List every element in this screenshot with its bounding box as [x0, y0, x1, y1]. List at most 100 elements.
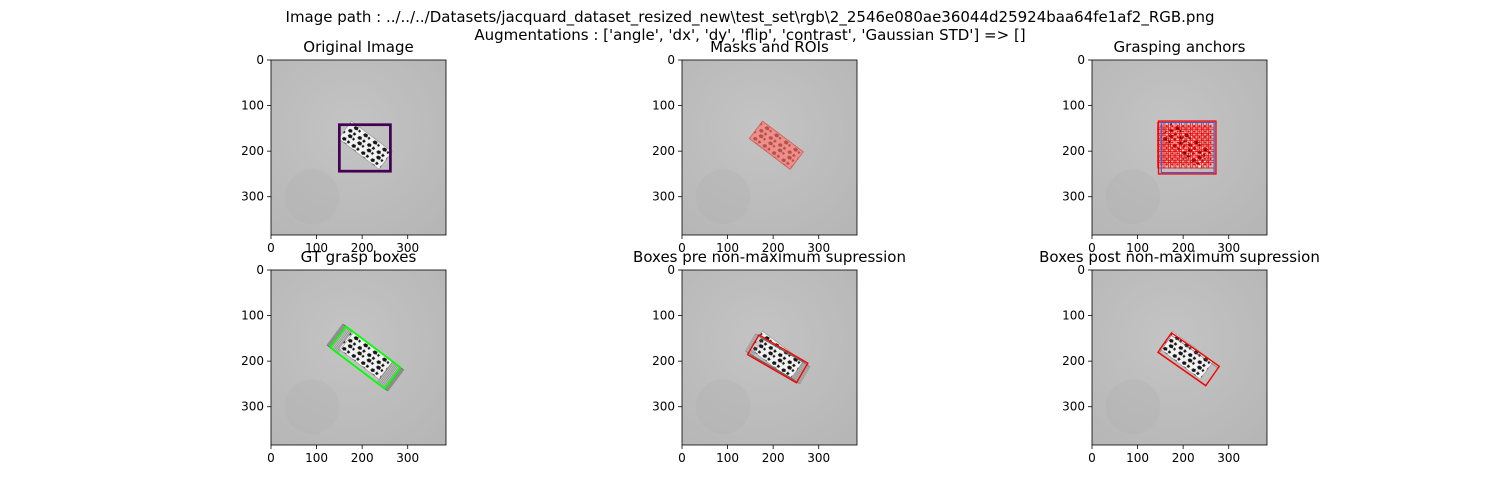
- anchor-grid: [1157, 120, 1217, 175]
- anchor-center: [1176, 141, 1179, 144]
- anchor-box: [1201, 127, 1210, 136]
- anchor-center: [1192, 146, 1196, 150]
- panel-gt-grasp-boxes: GT grasp boxes 0 0 100 100 200 200 300 300: [241, 248, 447, 465]
- anchor-center: [1165, 157, 1168, 160]
- anchor-center: [1171, 163, 1174, 166]
- anchor-center: [1165, 152, 1168, 155]
- anchor-center: [1203, 152, 1207, 155]
- panel-title: Grasping anchors: [1114, 38, 1246, 56]
- anchor-center: [1182, 141, 1185, 144]
- x-tick-label: 0: [1088, 451, 1096, 465]
- anchor-box: [1168, 143, 1177, 152]
- x-tick-label: 0: [1088, 241, 1096, 255]
- anchor-box: [1190, 143, 1199, 152]
- x-tick-label: 200: [1172, 241, 1195, 255]
- panel-image: [682, 270, 857, 445]
- x-tick-label: 0: [267, 241, 275, 255]
- anchor-center: [1209, 141, 1212, 144]
- panel-image: [271, 270, 446, 445]
- anchor-center: [1171, 130, 1174, 133]
- anchor-center: [1198, 124, 1201, 128]
- anchor-center: [1198, 152, 1201, 155]
- anchor-box: [1184, 138, 1193, 147]
- anchor-box: [1195, 133, 1204, 142]
- axes-frame: [1091, 269, 1268, 446]
- panel-original-image: Original Image 0 0 100 100 200 200 300 300: [241, 38, 447, 255]
- anchor-center: [1182, 163, 1185, 166]
- anchor-center: [1187, 163, 1190, 166]
- panel-title: GT grasp boxes: [301, 248, 417, 266]
- anchor-box: [1190, 127, 1199, 136]
- x-tick-label: 100: [305, 241, 328, 255]
- anchor-center: [1171, 157, 1174, 160]
- x-tick-label: 300: [807, 241, 830, 255]
- background-shading: [1105, 379, 1161, 435]
- anchor-center: [1203, 146, 1207, 150]
- x-tick-label: 0: [678, 451, 686, 465]
- anchor-center: [1192, 124, 1196, 128]
- x-tick-label: 100: [1126, 241, 1149, 255]
- anchor-box: [1162, 143, 1171, 152]
- anchor-center: [1203, 141, 1207, 144]
- panel-image: [271, 60, 446, 235]
- anchor-center: [1182, 152, 1185, 155]
- anchor-center: [1192, 157, 1196, 160]
- panel-image: [682, 60, 857, 235]
- anchor-box: [1179, 133, 1188, 142]
- anchor-center: [1209, 124, 1212, 128]
- anchor-box: [1179, 127, 1188, 136]
- anchor-center: [1165, 135, 1168, 139]
- anchor-box: [1201, 160, 1210, 169]
- y-tick-label: 200: [1062, 144, 1085, 158]
- axes-frame: [270, 59, 447, 236]
- anchor-box: [1173, 138, 1182, 147]
- anchor-center: [1192, 163, 1196, 166]
- y-tick-label: 300: [241, 400, 264, 414]
- y-tick-label: 300: [1062, 190, 1085, 204]
- anchor-box: [1184, 149, 1193, 158]
- anchor-box: [1201, 133, 1210, 142]
- y-tick-label: 0: [667, 53, 675, 67]
- anchor-box: [1168, 133, 1177, 142]
- anchor-box: [1190, 154, 1199, 163]
- y-tick-label: 200: [241, 354, 264, 368]
- anchor-box: [1201, 149, 1210, 158]
- y-tick-label: 300: [1062, 400, 1085, 414]
- anchor-box: [1173, 149, 1182, 158]
- anchor-center: [1182, 146, 1185, 150]
- anchor-center: [1203, 130, 1207, 133]
- nms-boxes: [1156, 331, 1221, 387]
- anchor-box: [1168, 127, 1177, 136]
- y-tick-label: 100: [241, 309, 264, 323]
- x-tick-label: 200: [351, 451, 374, 465]
- anchor-box: [1179, 160, 1188, 169]
- anchor-center: [1209, 130, 1212, 133]
- object-cow-box: [337, 120, 393, 170]
- panel-image: [1092, 60, 1267, 235]
- background-shading: [695, 379, 751, 435]
- anchor-box: [1162, 160, 1171, 169]
- anchor-center: [1165, 124, 1168, 128]
- x-tick-label: 300: [396, 241, 419, 255]
- y-tick-label: 100: [652, 309, 675, 323]
- anchor-box: [1190, 133, 1199, 142]
- anchor-box: [1173, 160, 1182, 169]
- anchor-region-border: [1157, 120, 1217, 175]
- panel-boxes-pre-nms: Boxes pre non-maximum supression00100100…: [633, 248, 906, 465]
- anchor-center: [1203, 157, 1207, 160]
- anchor-center: [1187, 146, 1190, 150]
- anchor-center: [1171, 152, 1174, 155]
- anchor-center: [1171, 124, 1174, 128]
- anchor-box: [1184, 143, 1193, 152]
- anchor-center: [1198, 135, 1201, 139]
- anchor-center: [1176, 146, 1179, 150]
- anchor-box: [1184, 154, 1193, 163]
- anchor-center: [1203, 163, 1207, 166]
- y-tick-label: 300: [652, 400, 675, 414]
- anchor-center: [1176, 135, 1179, 139]
- anchor-box: [1195, 149, 1204, 158]
- y-tick-label: 100: [652, 99, 675, 113]
- anchor-center: [1187, 157, 1190, 160]
- y-tick-label: 0: [256, 53, 264, 67]
